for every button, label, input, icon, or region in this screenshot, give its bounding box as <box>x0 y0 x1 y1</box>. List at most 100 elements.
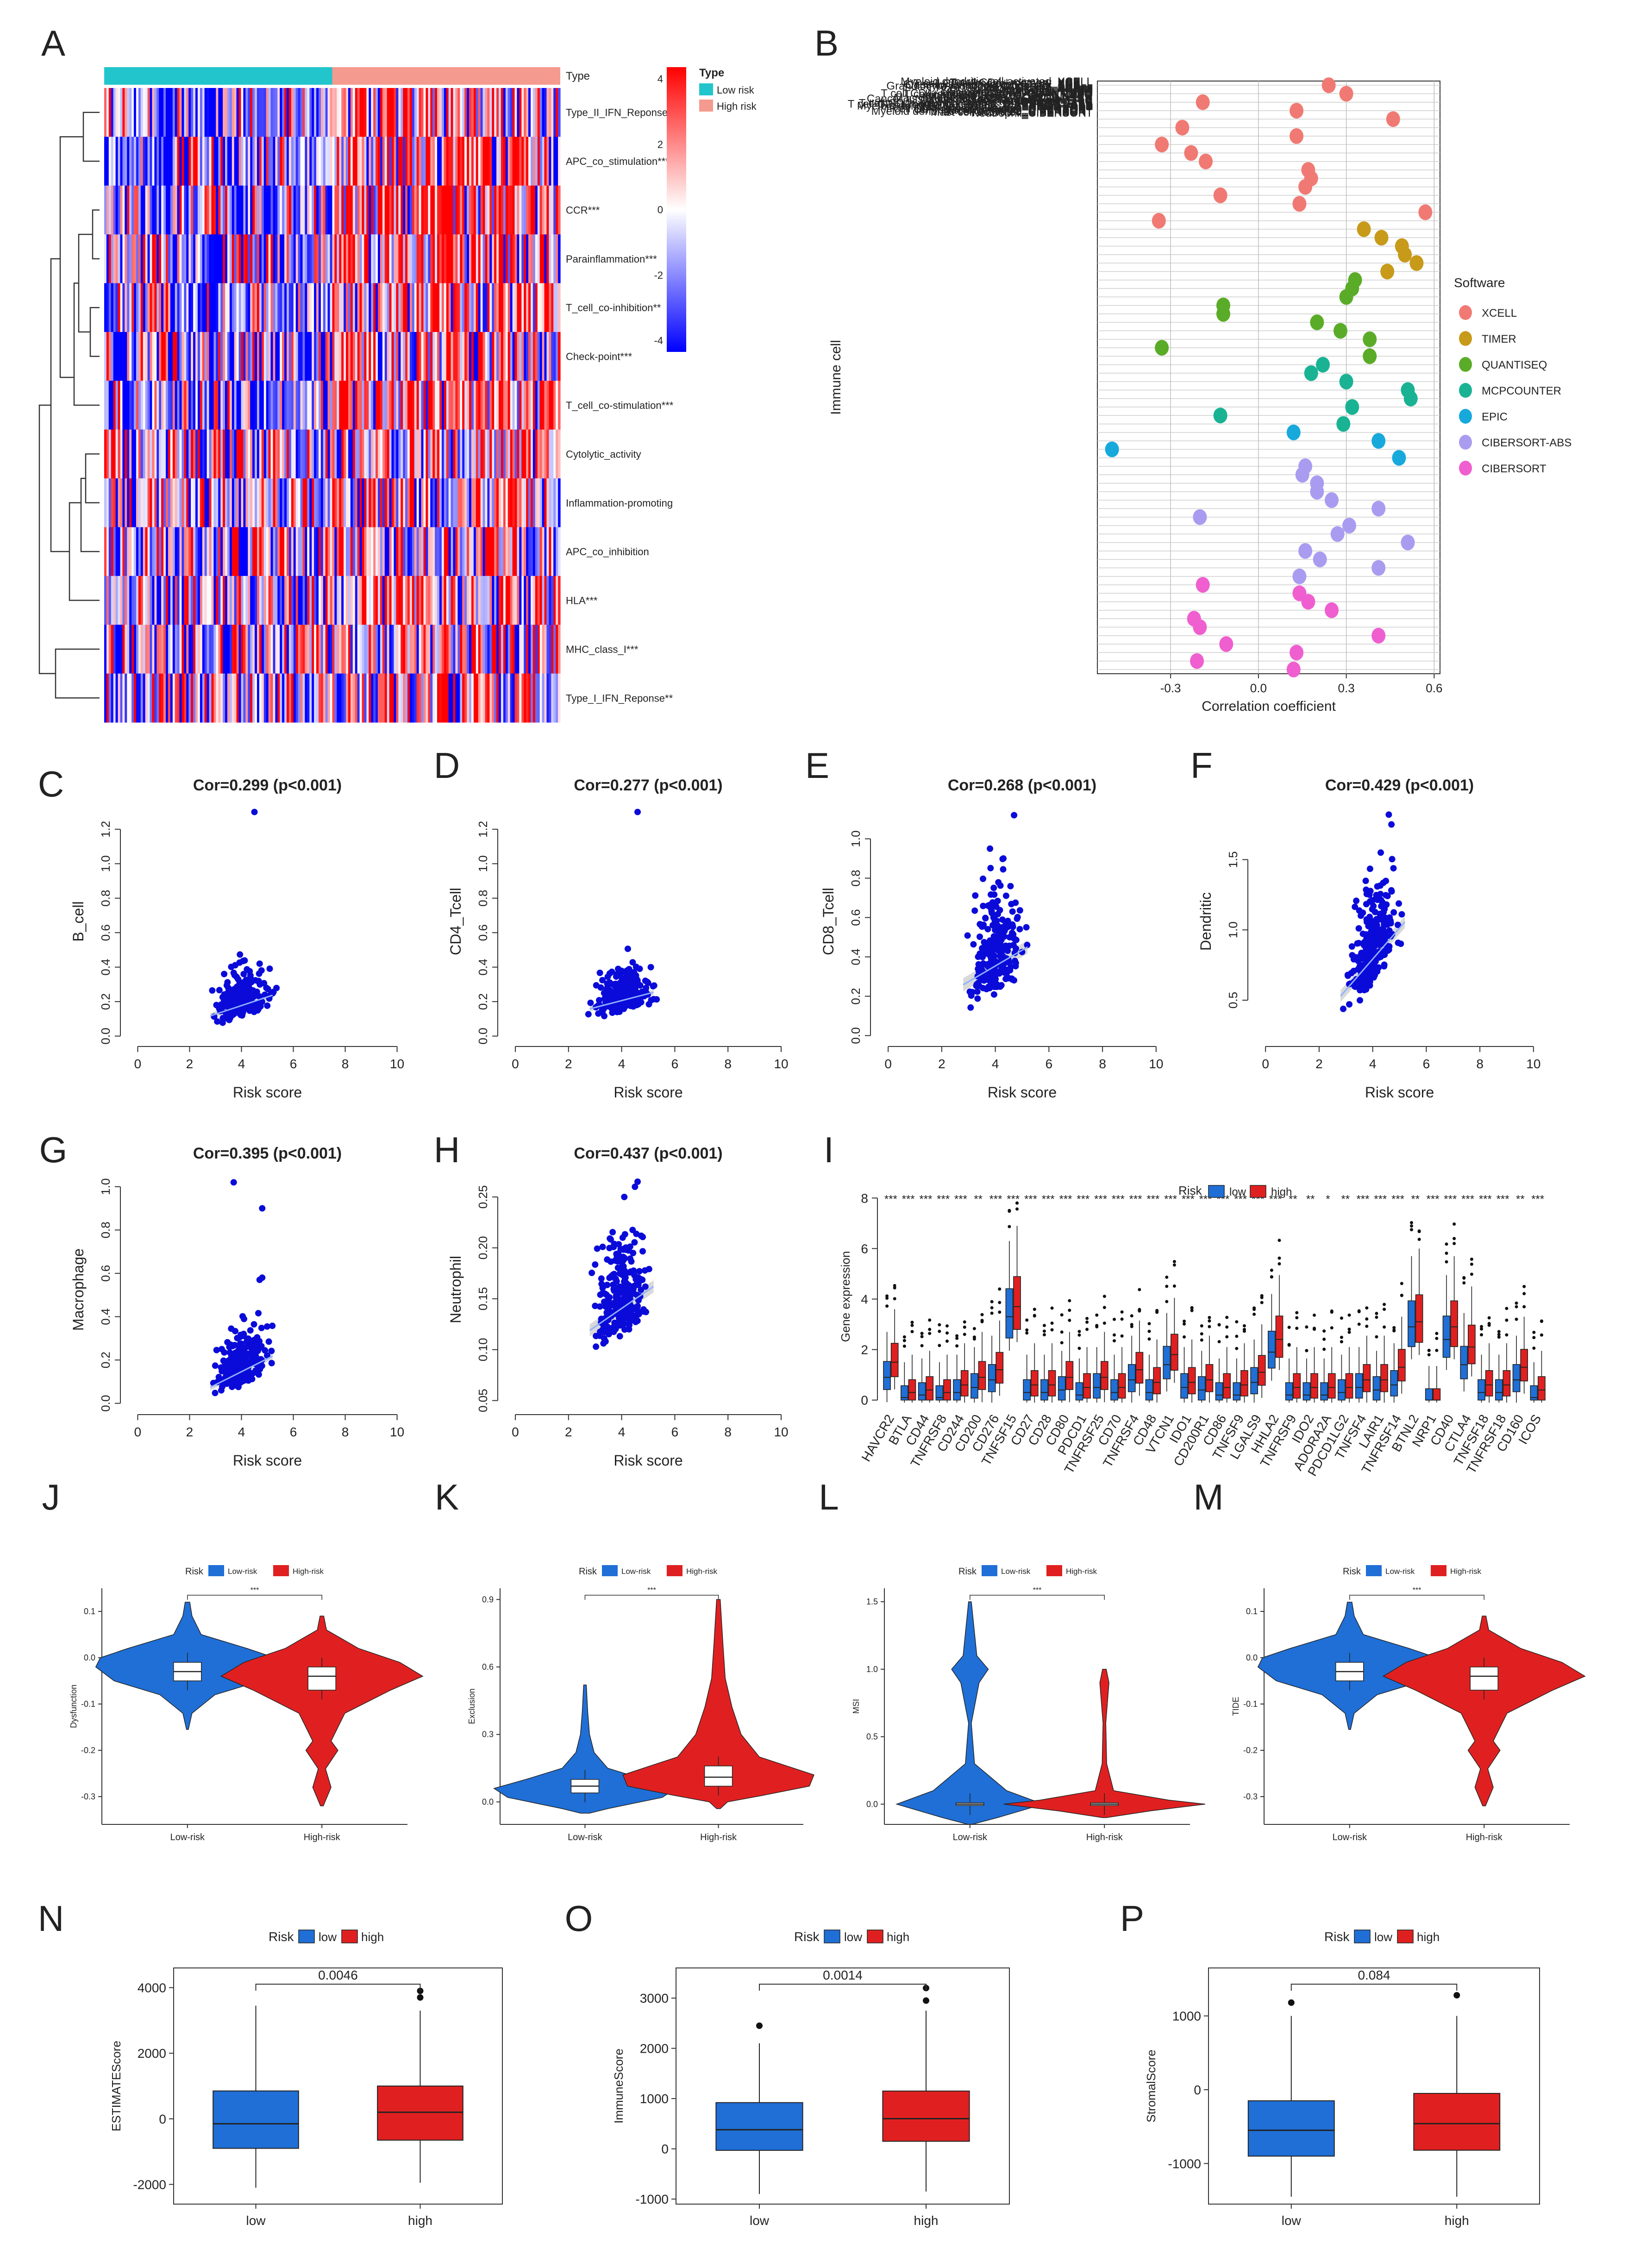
regression-line <box>963 946 1028 986</box>
heatmap-cell <box>127 332 130 381</box>
outlier-point <box>1085 1316 1089 1320</box>
heatmap-cell <box>140 478 144 527</box>
heatmap-cell <box>401 625 403 674</box>
outlier-point <box>1068 1318 1071 1322</box>
heatmap-cell <box>234 429 237 479</box>
heatmap-cell <box>405 381 408 430</box>
heatmap-cell <box>369 283 371 332</box>
heatmap-cell <box>261 283 264 332</box>
heatmap-cell <box>403 185 406 235</box>
heatmap-cell <box>551 625 554 674</box>
heatmap-cell <box>273 137 276 186</box>
heatmap-cell <box>300 625 303 674</box>
heatmap-cell <box>163 527 166 576</box>
box-low <box>883 1361 891 1390</box>
heatmap-cell <box>362 137 364 186</box>
heatmap-cell <box>327 88 331 137</box>
correlation-point <box>1105 441 1119 457</box>
data-point <box>978 923 985 930</box>
heatmap-cell <box>236 381 239 430</box>
heatmap-cell <box>182 673 184 723</box>
x-tick-label: 0.6 <box>1426 681 1442 695</box>
heatmap-cell <box>341 576 344 625</box>
heatmap-cell <box>478 576 481 625</box>
heatmap-cell <box>291 429 294 479</box>
outlier-point <box>1050 1306 1054 1310</box>
heatmap-cell <box>423 478 426 527</box>
heatmap-cell <box>282 625 285 674</box>
data-point <box>1397 940 1404 947</box>
heatmap-cell <box>344 673 346 723</box>
heatmap-cell <box>284 429 287 479</box>
heatmap-cell <box>371 527 374 576</box>
outlier-point <box>1112 1339 1116 1343</box>
box-high <box>943 1379 951 1401</box>
heatmap-cell <box>320 283 324 332</box>
heatmap-cell <box>473 625 476 674</box>
heatmap-cell <box>307 381 310 430</box>
heatmap-cell <box>248 185 250 235</box>
heatmap-cell <box>549 576 551 625</box>
heatmap-cell <box>229 478 232 527</box>
heatmap-cell <box>346 576 349 625</box>
legend-label-timer: TIMER <box>1482 333 1516 345</box>
heatmap-cell <box>275 88 278 137</box>
heatmap-cell <box>544 576 547 625</box>
heatmap-cell <box>108 429 112 479</box>
heatmap-cell <box>113 381 116 430</box>
heatmap-cell <box>359 478 363 527</box>
heatmap-cell <box>291 332 294 381</box>
chart-title: Cor=0.437 (p<0.001) <box>574 1145 722 1162</box>
outlier-point <box>928 1332 932 1335</box>
correlation-point <box>1310 314 1324 331</box>
heatmap-cell <box>489 332 492 381</box>
heatmap-cell <box>357 381 360 430</box>
data-point <box>641 1267 648 1274</box>
heatmap-cell <box>225 576 228 625</box>
data-point <box>237 1340 244 1347</box>
heatmap-cell <box>106 381 109 430</box>
heatmap-cell <box>426 673 428 723</box>
heatmap-cell <box>120 332 123 381</box>
heatmap-cell <box>371 234 374 284</box>
heatmap-cell <box>195 527 198 576</box>
heatmap-cell <box>154 234 157 284</box>
heatmap-cell <box>539 527 543 576</box>
y-tick-label: B cell naive_CIBERSORT <box>965 101 1093 114</box>
heatmap-cell <box>499 527 501 576</box>
heatmap-cell <box>469 576 472 625</box>
heatmap-cell <box>496 576 499 625</box>
y-tick-label: uncharacterized cell_QUANTISEQ <box>922 89 1093 101</box>
heatmap-cell <box>480 625 483 674</box>
heatmap-cell <box>195 137 198 186</box>
outlier-point <box>1347 1328 1351 1331</box>
heatmap-cell <box>407 527 410 576</box>
heatmap-cell <box>197 673 200 723</box>
heatmap-cell <box>161 332 164 381</box>
heatmap-cell <box>323 137 326 186</box>
heatmap-cell <box>337 478 339 527</box>
heatmap-cell <box>191 527 194 576</box>
correlation-point <box>1193 509 1207 525</box>
data-point <box>1346 1001 1352 1008</box>
heatmap-cell <box>257 429 260 479</box>
heatmap-cell <box>537 429 540 479</box>
heatmap-cell <box>241 381 244 430</box>
outlier-point <box>1305 1325 1309 1329</box>
heatmap-cell <box>131 429 134 479</box>
heatmap-cell <box>113 576 116 625</box>
heatmap-cell <box>252 88 255 137</box>
data-point <box>228 1325 235 1332</box>
heatmap-cell <box>369 527 371 576</box>
heatmap-cell <box>282 185 285 235</box>
heatmap-cell <box>159 332 162 381</box>
x-tick-label: 2 <box>186 1057 194 1071</box>
heatmap-cell <box>394 283 396 332</box>
data-point <box>614 991 620 998</box>
outlier-point <box>1295 1311 1299 1315</box>
data-point <box>601 1298 607 1305</box>
heatmap-cell <box>355 283 358 332</box>
x-tick-label: 2 <box>938 1057 945 1071</box>
heatmap-cell <box>476 283 479 332</box>
heatmap-cell <box>407 625 410 674</box>
